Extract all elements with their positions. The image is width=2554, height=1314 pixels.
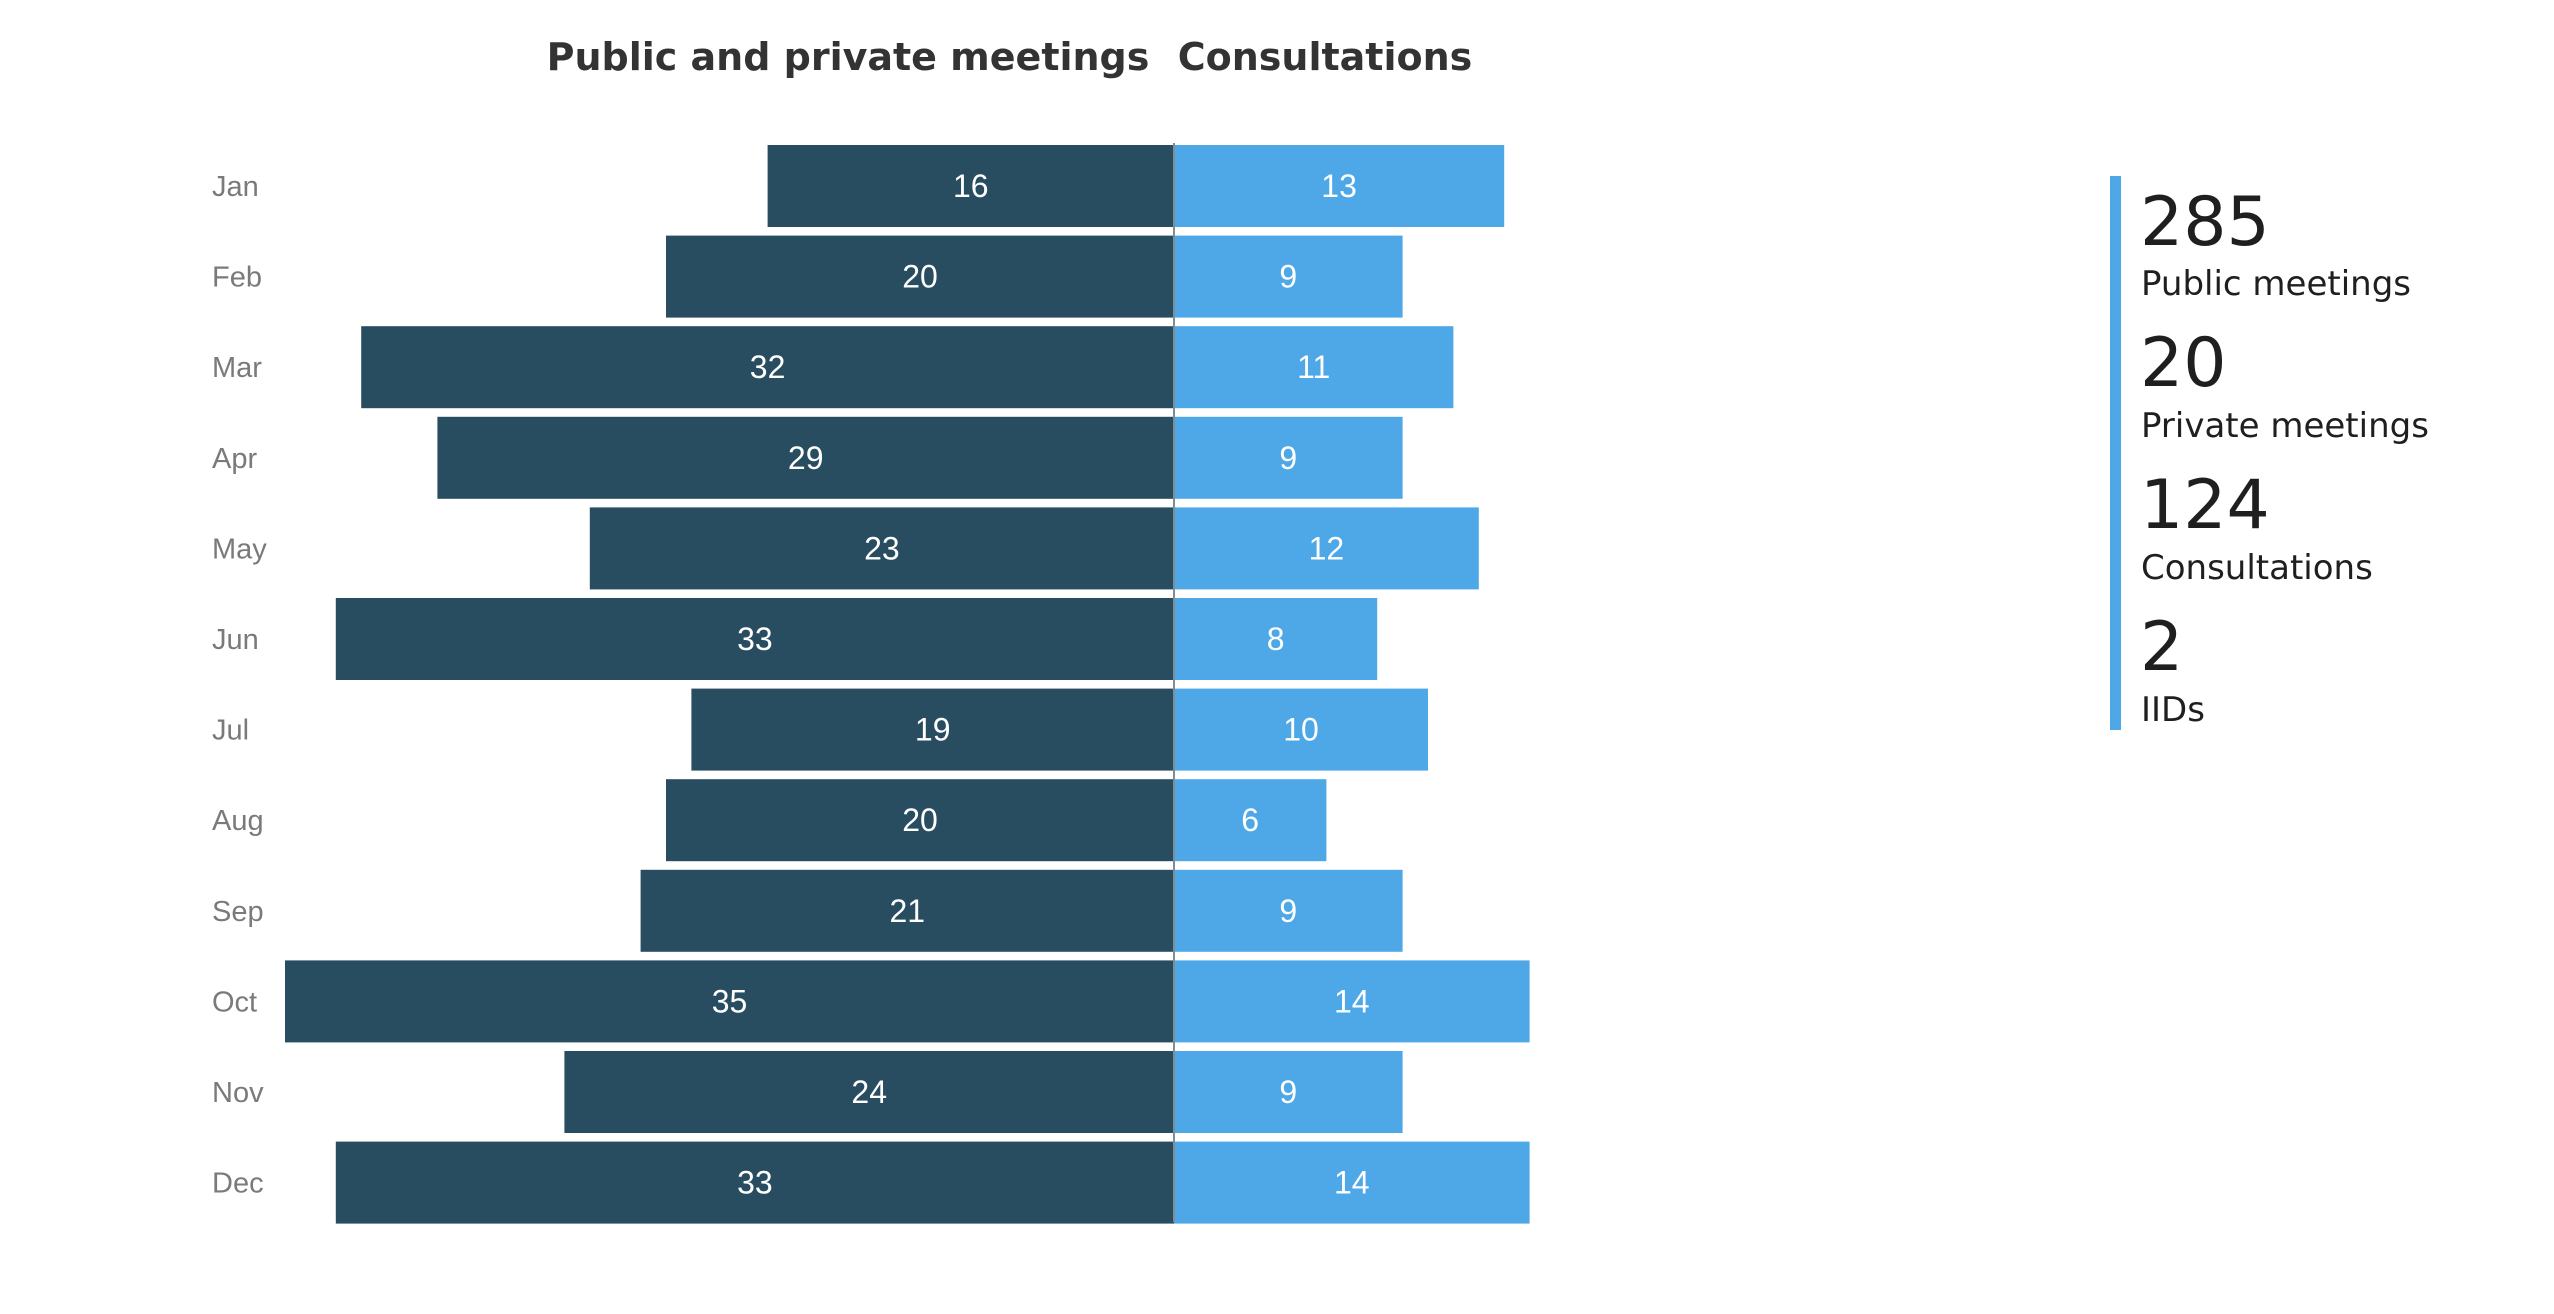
summary-label: IIDs [2141, 690, 2205, 730]
meetings-value-aug: 20 [902, 802, 938, 838]
consultations-bar-jun [1174, 598, 1378, 680]
consultations-bar-oct [1174, 960, 1530, 1043]
meetings-value-oct: 35 [712, 983, 748, 1019]
meetings-bar-sep [640, 869, 1174, 952]
consultations-value-jun: 8 [1267, 621, 1285, 657]
meetings-value-apr: 29 [788, 440, 824, 476]
consultations-value-sep: 9 [1279, 893, 1297, 929]
left-chart-title: Public and private meetings [547, 35, 1150, 79]
consultations-bar-jul [1174, 688, 1428, 771]
summary-value: 285 [2140, 183, 2270, 262]
meetings-bar-aug [666, 779, 1174, 862]
summary-item-iids: 2 IIDs [2140, 608, 2205, 730]
consultations-value-oct: 14 [1334, 983, 1370, 1019]
summary-label: Consultations [2141, 548, 2373, 588]
month-label-sep: Sep [212, 896, 264, 928]
meetings-bar-feb [666, 235, 1174, 318]
meetings-bar-apr [437, 416, 1174, 499]
summary-item-private-meetings: 20 Private meetings [2140, 324, 2429, 446]
consultations-value-dec: 14 [1334, 1165, 1370, 1201]
summary-accent-bar [2110, 176, 2121, 730]
meetings-bar-jun [335, 598, 1174, 680]
consultations-bar-dec [1174, 1141, 1530, 1224]
bars-layer: Jan 16 13 Feb 20 9 Mar 32 11 Apr 29 9 May 23 12 Jun 33 8 J… [212, 145, 1530, 1224]
consultations-value-feb: 9 [1279, 259, 1297, 295]
summary-label: Private meetings [2141, 406, 2429, 446]
consultations-value-nov: 9 [1279, 1074, 1297, 1110]
meetings-value-jul: 19 [915, 712, 951, 748]
month-label-jun: Jun [212, 624, 259, 656]
consultations-value-may: 12 [1309, 530, 1345, 566]
consultations-value-apr: 9 [1279, 440, 1297, 476]
summary-value: 20 [2140, 324, 2227, 403]
meetings-value-sep: 21 [890, 893, 926, 929]
consultations-bar-jan [1174, 145, 1505, 227]
month-label-jul: Jul [212, 715, 249, 747]
consultations-bar-apr [1174, 416, 1403, 499]
meetings-bar-jul [691, 688, 1174, 771]
consultations-bar-nov [1174, 1051, 1403, 1133]
consultations-bar-feb [1174, 235, 1403, 318]
summary-item-consultations: 124 Consultations [2140, 466, 2373, 588]
meetings-value-dec: 33 [737, 1165, 773, 1201]
month-label-oct: Oct [212, 986, 257, 1018]
meetings-value-nov: 24 [851, 1074, 887, 1110]
month-label-aug: Aug [212, 805, 264, 837]
meetings-bar-nov [564, 1051, 1174, 1133]
summary-item-public-meetings: 285 Public meetings [2140, 183, 2411, 304]
consultations-value-jan: 13 [1321, 168, 1357, 204]
consultations-value-aug: 6 [1241, 802, 1259, 838]
consultations-bar-aug [1174, 779, 1327, 862]
month-label-mar: Mar [212, 352, 262, 384]
consultations-bar-mar [1174, 326, 1454, 409]
consultations-value-jul: 10 [1283, 712, 1319, 748]
summary-panel: 285 Public meetings 20 Private meetings … [2110, 176, 2429, 730]
month-label-apr: Apr [212, 443, 257, 475]
summary-label: Public meetings [2141, 264, 2411, 304]
month-label-may: May [212, 533, 267, 565]
right-chart-title: Consultations [1178, 35, 1473, 79]
month-label-feb: Feb [212, 262, 262, 294]
meetings-value-jun: 33 [737, 621, 773, 657]
consultations-bar-sep [1174, 869, 1403, 952]
summary-value: 2 [2140, 608, 2183, 687]
meetings-bar-dec [335, 1141, 1174, 1224]
meetings-bar-jan [767, 145, 1174, 227]
meetings-value-may: 23 [864, 530, 900, 566]
meetings-value-mar: 32 [750, 349, 786, 385]
month-label-jan: Jan [212, 171, 259, 203]
meetings-value-feb: 20 [902, 259, 938, 295]
month-label-nov: Nov [212, 1077, 264, 1109]
consultations-value-mar: 11 [1297, 349, 1330, 385]
meetings-bar-oct [285, 960, 1174, 1043]
month-label-dec: Dec [212, 1168, 264, 1200]
meetings-bar-mar [361, 326, 1174, 409]
summary-value: 124 [2140, 466, 2270, 545]
meetings-bar-may [589, 507, 1174, 590]
meetings-value-jan: 16 [953, 168, 989, 204]
consultations-bar-may [1174, 507, 1479, 590]
